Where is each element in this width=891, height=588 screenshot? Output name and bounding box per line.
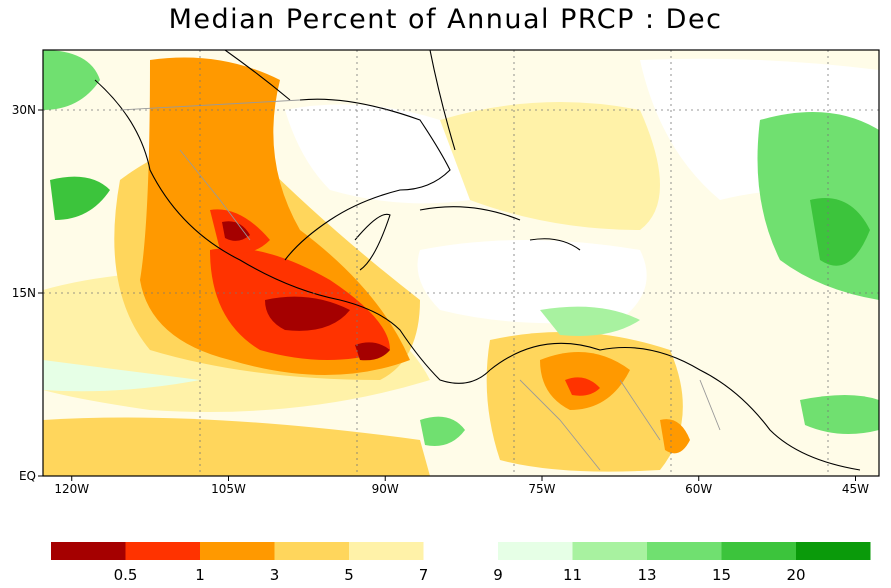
axis-layer: 30N 15N EQ 120W 105W 90W 75W 60W 45W [12,103,869,496]
graticule [43,50,879,476]
colorbar-swatch [498,542,573,560]
coastlines [94,50,861,471]
colorbar-label: 9 [493,566,503,584]
colorbar-label: 15 [712,566,731,584]
x-tick-label: 75W [528,482,555,496]
colorbar-label: 0.5 [114,566,138,584]
y-tick-label: EQ [19,469,36,483]
colorbar-swatch [200,542,275,560]
orange-guiana [660,419,690,454]
map-field [43,50,879,476]
dark-red-mexico [222,221,250,241]
colorbar-label: 20 [786,566,805,584]
dark-red-core [265,296,350,331]
colorbar-label: 3 [270,566,280,584]
x-tick-label: 120W [54,482,89,496]
map-title: Median Percent of Annual PRCP : Dec [168,4,723,35]
pale-yellow-gulf [440,102,660,230]
colorbar-swatch [51,542,126,560]
green-south-atlantic [800,395,879,434]
green-northwest [43,50,100,110]
gulf-white-region [285,104,470,204]
yellow-band-south [43,417,430,476]
colorbar-label: 7 [419,566,429,584]
colorbar-label: 11 [563,566,582,584]
map-frame [42,49,880,477]
red-orange-venezuela [565,377,600,396]
dark-red-small [355,342,390,361]
light-green-pacific [43,360,200,392]
green-pacific-south [420,416,465,446]
colorbar: 0.5 1 3 5 7 9 11 13 15 20 [51,542,871,584]
colorbar-swatch [647,542,722,560]
green-east-atlantic-dark [810,198,870,266]
x-tick-label: 90W [372,482,399,496]
colorbar-swatch [796,542,871,560]
x-tick-label: 45W [842,482,869,496]
y-tick-label: 30N [12,103,36,117]
colorbar-swatch [721,542,796,560]
caribbean-white-region [417,240,647,324]
colorbar-label: 13 [637,566,656,584]
x-tick-label: 60W [685,482,712,496]
green-west-pacific [50,176,110,220]
colorbar-label: 5 [344,566,354,584]
colorbar-swatch [349,542,424,560]
green-caribbean-coast [540,306,640,336]
colorbar-label: 1 [195,566,205,584]
x-tick-label: 105W [211,482,246,496]
colorbar-swatch [572,542,647,560]
country-borders [119,99,721,471]
y-tick-label: 15N [12,286,36,300]
colorbar-swatch [125,542,200,560]
colorbar-swatch [274,542,349,560]
